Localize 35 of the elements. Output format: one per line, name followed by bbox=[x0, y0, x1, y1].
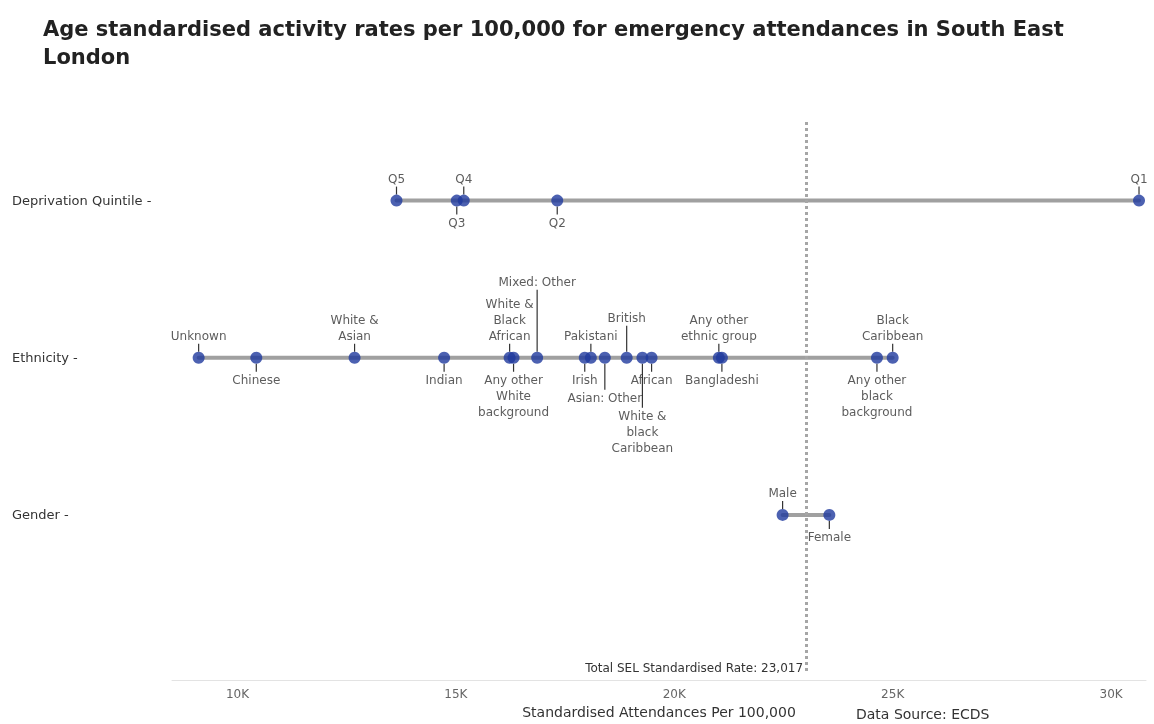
data-label: Bangladeshi bbox=[685, 372, 759, 387]
data-label: Unknown bbox=[170, 328, 227, 343]
chart-title: Age standardised activity rates per 100,000 for emergency attendances in South East London bbox=[43, 17, 1072, 69]
data-label: Male bbox=[768, 485, 797, 500]
data-label: Q4 bbox=[455, 171, 473, 186]
y-tick-label: Ethnicity - bbox=[12, 350, 79, 366]
data-label: Pakistani bbox=[564, 328, 618, 343]
data-label: White & black Caribbean bbox=[611, 408, 674, 455]
x-tick-label: 20K bbox=[662, 687, 687, 702]
data-label: White & Black African bbox=[485, 296, 534, 343]
source-note: Data Source: ECDS bbox=[856, 706, 990, 722]
data-label: Irish bbox=[571, 372, 598, 387]
y-tick-label: Deprivation Quintile - bbox=[12, 193, 152, 209]
x-tick-label: 10K bbox=[225, 687, 251, 702]
ref-line-label: Total SEL Standardised Rate: 23,017 bbox=[584, 661, 804, 675]
data-label: Q5 bbox=[387, 171, 406, 186]
data-label: Indian bbox=[425, 372, 463, 387]
data-label: Black Caribbean bbox=[861, 312, 924, 343]
data-label: White & Asian bbox=[330, 312, 379, 343]
x-tick-label: 30K bbox=[1099, 687, 1124, 702]
x-axis-title: Standardised Attendances Per 100,000 bbox=[522, 704, 796, 720]
y-tick-label: Gender - bbox=[12, 507, 70, 523]
data-label: Asian: Other bbox=[567, 390, 643, 405]
data-label: British bbox=[607, 310, 646, 325]
data-label: Q3 bbox=[448, 215, 466, 230]
data-label: Chinese bbox=[232, 372, 281, 387]
data-label: Q1 bbox=[1130, 171, 1148, 186]
data-label: Q2 bbox=[548, 215, 566, 230]
data-label: Any other White background bbox=[478, 372, 550, 419]
x-tick-label: 25K bbox=[881, 687, 906, 702]
data-label: Mixed: Other bbox=[498, 274, 576, 289]
data-label: Female bbox=[807, 529, 852, 544]
data-label: Any other ethnic group bbox=[680, 312, 757, 343]
x-tick-label: 15K bbox=[444, 687, 469, 702]
data-label: Any other black background bbox=[841, 372, 913, 419]
